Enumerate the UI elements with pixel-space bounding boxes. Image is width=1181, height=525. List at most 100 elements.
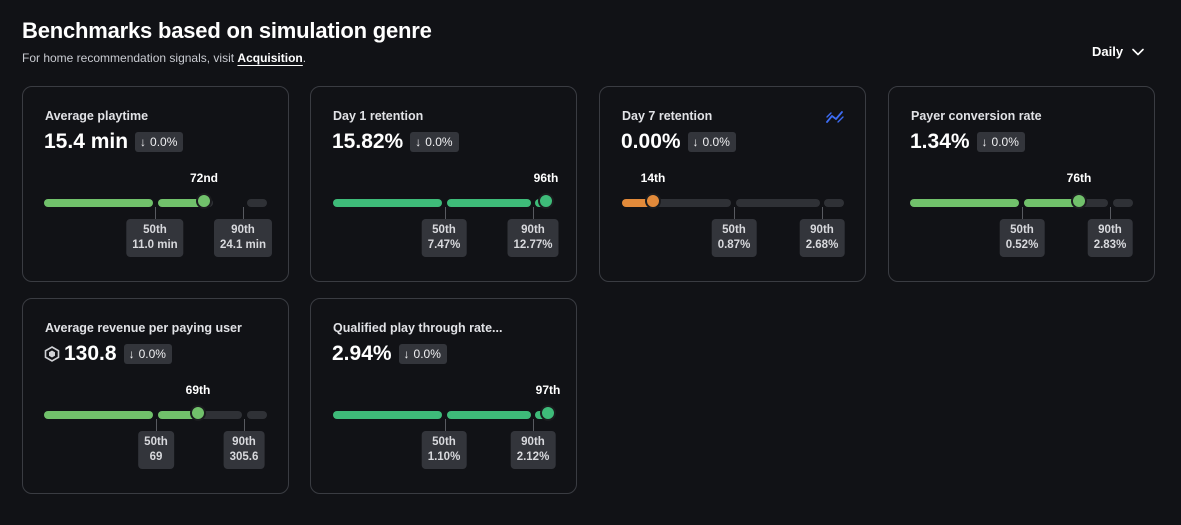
delta-value: 0.0% <box>138 347 166 361</box>
card-label: Day 7 retention <box>622 109 713 123</box>
delta-badge: ↓ 0.0% <box>410 132 459 152</box>
range-segment-low-filled <box>622 199 653 207</box>
benchmark-50th: 50th 0.87% <box>711 219 757 257</box>
divider <box>445 419 446 431</box>
robux-icon <box>44 346 60 362</box>
percentile-marker <box>538 193 554 209</box>
benchmark-value: 305.6 <box>229 451 259 463</box>
range-segment-low <box>44 199 153 207</box>
divider <box>445 207 446 219</box>
range-segment-low <box>653 199 731 207</box>
benchmark-90th: 90th 2.68% <box>799 219 845 257</box>
divider <box>156 419 157 431</box>
metric-value: 0.00% <box>621 130 681 153</box>
percentile-label: 96th <box>533 171 559 185</box>
arrow-down-icon: ↓ <box>128 347 135 361</box>
benchmark-90th: 90th 24.1 min <box>213 219 273 257</box>
divider <box>244 419 245 431</box>
card-label: Average revenue per paying user <box>45 321 242 335</box>
benchmark-value: 12.77% <box>513 239 553 251</box>
percentile-marker <box>645 193 661 209</box>
range-segment-low <box>333 199 442 207</box>
divider <box>243 207 244 219</box>
percentile-marker <box>1071 193 1087 209</box>
benchmark-title: 90th <box>1098 224 1122 236</box>
benchmark-title: 90th <box>232 436 256 448</box>
percentile-label: 72nd <box>189 171 219 185</box>
card-value: 130.8 ↓ 0.0% <box>44 342 172 366</box>
benchmark-title: 90th <box>231 224 255 236</box>
arrow-down-icon: ↓ <box>403 347 410 361</box>
percentile-marker <box>190 405 206 421</box>
period-label: Daily <box>1092 44 1124 59</box>
card-value: 2.94% ↓ 0.0% <box>332 342 447 366</box>
delta-value: 0.0% <box>425 135 453 149</box>
benchmark-50th: 50th 69 <box>138 431 174 469</box>
benchmark-50th: 50th 7.47% <box>421 219 467 257</box>
benchmark-title: 50th <box>432 436 456 448</box>
arrow-down-icon: ↓ <box>981 135 988 149</box>
metric-value: 130.8 <box>64 342 117 365</box>
benchmark-value: 0.87% <box>717 239 751 251</box>
card-label: Qualified play through rate... <box>333 321 503 335</box>
percentile-label: 14th <box>640 171 666 185</box>
percentile-label: 69th <box>185 383 211 397</box>
subtitle-text: For home recommendation signals, visit <box>22 51 238 65</box>
benchmark-title: 50th <box>143 224 167 236</box>
benchmark-title: 50th <box>1010 224 1034 236</box>
benchmark-value: 69 <box>149 451 163 463</box>
divider <box>1022 207 1023 219</box>
card-day7-retention: Day 7 retention 0.00% ↓ 0.0% 14th 50th 0.8… <box>599 86 866 282</box>
card-average-playtime: Average playtime 15.4 min ↓ 0.0% 72nd 50t… <box>22 86 289 282</box>
benchmark-value: 24.1 min <box>219 239 267 251</box>
benchmark-50th: 50th 11.0 min <box>126 219 184 257</box>
benchmark-90th: 90th 305.6 <box>223 431 265 469</box>
card-arppu: Average revenue per paying user 130.8 ↓ 0… <box>22 298 289 494</box>
page-title: Benchmarks based on simulation genre <box>22 18 432 43</box>
benchmark-90th: 90th 12.77% <box>507 219 559 257</box>
benchmark-value: 7.47% <box>427 239 461 251</box>
arrow-down-icon: ↓ <box>692 135 699 149</box>
range-segment-high <box>247 411 267 419</box>
card-label: Average playtime <box>45 109 149 123</box>
arrow-down-icon: ↓ <box>140 135 147 149</box>
benchmark-90th: 90th 2.12% <box>510 431 556 469</box>
chevron-down-icon <box>1132 48 1144 55</box>
range-segment-mid <box>1079 199 1108 207</box>
range-segment-low <box>910 199 1019 207</box>
delta-badge: ↓ 0.0% <box>135 132 184 152</box>
acquisition-link[interactable]: Acquisition <box>237 51 303 65</box>
card-label: Day 1 retention <box>333 109 424 123</box>
metric-value: 15.4 min <box>44 130 129 153</box>
range-segment-low <box>44 411 153 419</box>
benchmark-value: 1.10% <box>427 451 461 463</box>
delta-value: 0.0% <box>991 135 1019 149</box>
period-dropdown[interactable]: Daily <box>1092 44 1144 59</box>
range-segment-high <box>824 199 844 207</box>
card-qualified-play-through-rate: Qualified play through rate... 2.94% ↓ 0.… <box>310 298 577 494</box>
metric-value: 15.82% <box>332 130 404 153</box>
benchmark-value: 2.68% <box>805 239 839 251</box>
delta-badge: ↓ 0.0% <box>687 132 736 152</box>
benchmark-value: 2.12% <box>516 451 550 463</box>
metric-value: 1.34% <box>910 130 970 153</box>
trend-icon[interactable] <box>825 109 845 125</box>
benchmark-value: 2.83% <box>1093 239 1127 251</box>
divider <box>155 207 156 219</box>
arrow-down-icon: ↓ <box>415 135 422 149</box>
card-payer-conversion-rate: Payer conversion rate 1.34% ↓ 0.0% 76th 5… <box>888 86 1155 282</box>
benchmark-50th: 50th 1.10% <box>421 431 467 469</box>
benchmark-title: 50th <box>144 436 168 448</box>
card-value: 0.00% ↓ 0.0% <box>621 130 736 154</box>
page-subtitle: For home recommendation signals, visit A… <box>22 51 306 65</box>
range-segment-high <box>1113 199 1133 207</box>
card-label: Payer conversion rate <box>911 109 1042 123</box>
percentile-marker <box>540 405 556 421</box>
delta-badge: ↓ 0.0% <box>976 132 1025 152</box>
subtitle-suffix: . <box>302 51 307 65</box>
metric-value: 2.94% <box>332 342 392 365</box>
percentile-label: 76th <box>1066 171 1092 185</box>
delta-value: 0.0% <box>150 135 178 149</box>
range-segment-high <box>247 199 267 207</box>
benchmark-90th: 90th 2.83% <box>1087 219 1133 257</box>
